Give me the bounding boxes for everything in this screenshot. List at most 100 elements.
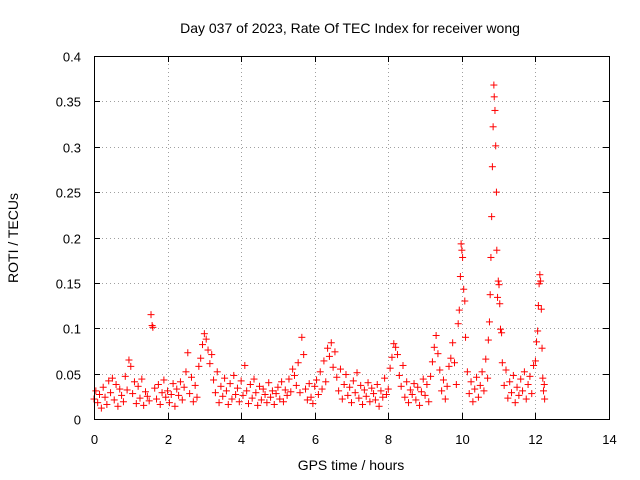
data-point xyxy=(311,382,319,390)
data-point xyxy=(366,398,374,406)
data-point xyxy=(239,391,247,399)
y-tick-label: 0.2 xyxy=(63,232,81,247)
data-point xyxy=(436,366,444,374)
data-point xyxy=(191,381,199,389)
data-point xyxy=(105,377,113,385)
data-point xyxy=(359,400,367,408)
data-point xyxy=(540,387,548,395)
data-point xyxy=(399,361,407,369)
data-point xyxy=(289,365,297,373)
data-point xyxy=(178,396,186,404)
data-point xyxy=(200,330,208,338)
data-point xyxy=(370,390,378,398)
data-point xyxy=(517,375,525,383)
data-point xyxy=(171,402,179,410)
data-point xyxy=(417,388,425,396)
data-point xyxy=(121,372,129,380)
data-point xyxy=(217,382,225,390)
data-point xyxy=(92,387,100,395)
data-point xyxy=(390,340,398,348)
data-point xyxy=(515,391,523,399)
data-point xyxy=(257,396,265,404)
data-point xyxy=(276,395,284,403)
data-point xyxy=(506,378,514,386)
data-point xyxy=(322,378,330,386)
data-point xyxy=(228,395,236,403)
data-point xyxy=(263,399,271,407)
data-point xyxy=(151,384,159,392)
data-point xyxy=(344,391,352,399)
data-point xyxy=(325,352,333,360)
data-point xyxy=(496,300,504,308)
data-point xyxy=(136,394,144,402)
data-point xyxy=(206,360,214,368)
data-point xyxy=(375,402,383,410)
data-point xyxy=(524,381,532,389)
data-point xyxy=(509,371,517,379)
data-point xyxy=(252,389,260,397)
data-point xyxy=(316,368,324,376)
data-point xyxy=(208,351,216,359)
data-point xyxy=(425,398,433,406)
data-point xyxy=(265,379,273,387)
data-point xyxy=(488,163,496,171)
data-point xyxy=(261,390,269,398)
data-point xyxy=(296,389,304,397)
data-point xyxy=(153,395,161,403)
data-point xyxy=(259,385,267,393)
y-axis-label: ROTI / TECUs xyxy=(5,193,21,283)
data-point xyxy=(254,401,262,409)
data-point xyxy=(373,381,381,389)
data-point xyxy=(430,343,438,351)
x-tick-label: 12 xyxy=(528,432,542,447)
points-layer xyxy=(90,81,549,412)
data-point xyxy=(471,385,479,393)
data-point xyxy=(302,385,310,393)
data-point xyxy=(96,390,104,398)
data-point xyxy=(395,371,403,379)
data-point xyxy=(421,391,429,399)
data-point xyxy=(458,246,466,254)
data-point xyxy=(447,354,455,362)
data-point xyxy=(165,399,173,407)
data-point xyxy=(384,385,392,393)
y-tick-label: 0.25 xyxy=(56,186,81,201)
data-point xyxy=(268,387,276,395)
data-point xyxy=(403,378,411,386)
data-point xyxy=(498,359,506,367)
data-point xyxy=(484,374,492,382)
data-point xyxy=(116,385,124,393)
data-point xyxy=(386,364,394,372)
data-point xyxy=(148,322,156,330)
data-point xyxy=(454,320,462,328)
data-point xyxy=(342,371,350,379)
data-point xyxy=(298,333,306,341)
data-point xyxy=(243,387,251,395)
data-point xyxy=(494,293,502,301)
data-point xyxy=(416,401,424,409)
data-point xyxy=(462,333,470,341)
data-point xyxy=(245,400,252,408)
data-point xyxy=(232,390,240,398)
data-point xyxy=(230,371,238,379)
data-point xyxy=(508,389,516,397)
data-point xyxy=(474,393,482,401)
data-point xyxy=(538,344,546,352)
data-point xyxy=(274,383,282,391)
data-point xyxy=(476,381,484,389)
data-point xyxy=(408,390,416,398)
data-point xyxy=(340,381,348,389)
data-point xyxy=(511,399,519,407)
data-point xyxy=(112,381,120,389)
data-point xyxy=(162,393,170,401)
chart-title: Day 037 of 2023, Rate Of TEC Index for r… xyxy=(180,20,520,36)
x-tick-label: 14 xyxy=(602,432,616,447)
data-point xyxy=(526,372,534,380)
data-point xyxy=(215,399,223,407)
data-point xyxy=(362,392,370,400)
data-point xyxy=(145,397,153,405)
data-point xyxy=(210,376,218,384)
data-point xyxy=(434,350,442,358)
data-point xyxy=(459,253,467,261)
data-point xyxy=(478,368,486,376)
